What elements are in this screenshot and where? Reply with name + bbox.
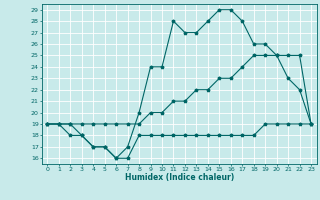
X-axis label: Humidex (Indice chaleur): Humidex (Indice chaleur) <box>124 173 234 182</box>
